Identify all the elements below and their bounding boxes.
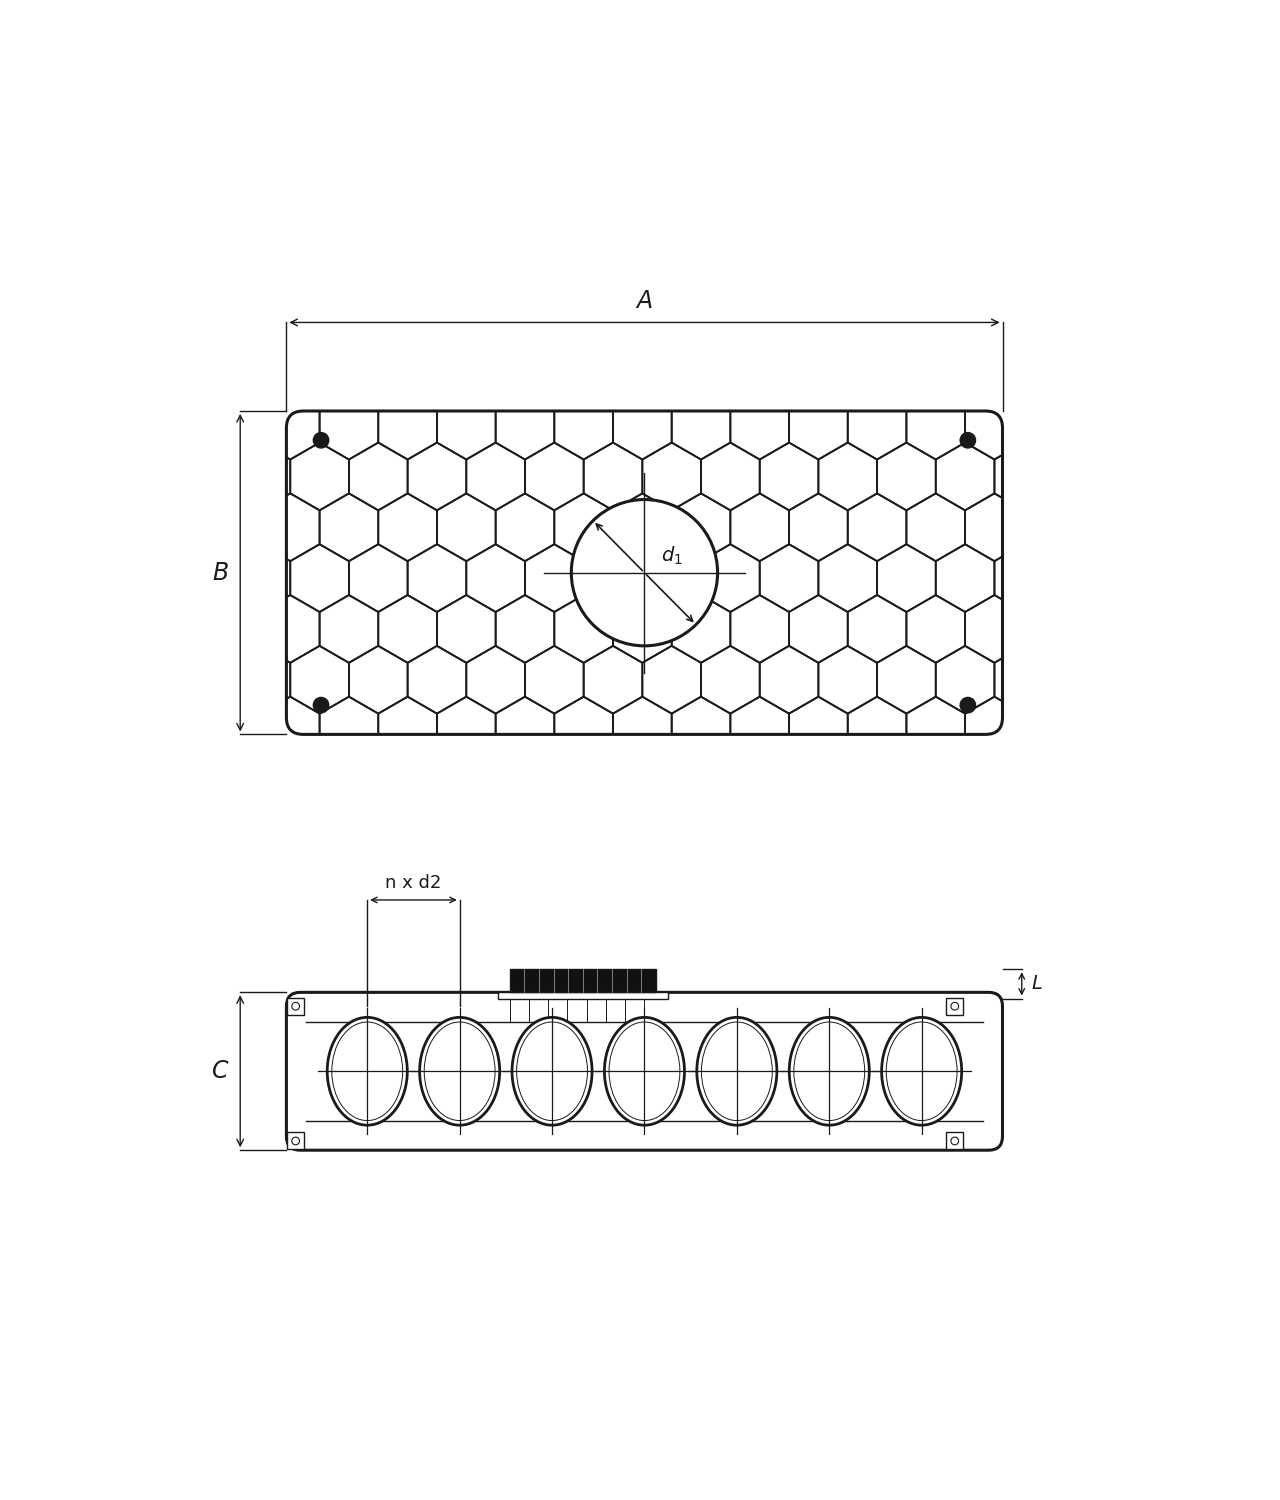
Circle shape xyxy=(951,1002,959,1010)
Circle shape xyxy=(292,1137,300,1144)
Bar xyxy=(946,998,964,1014)
Ellipse shape xyxy=(882,1017,961,1125)
Ellipse shape xyxy=(790,1017,869,1125)
Bar xyxy=(498,992,668,999)
Circle shape xyxy=(960,698,975,712)
Circle shape xyxy=(571,500,718,646)
FancyBboxPatch shape xyxy=(287,411,1002,735)
Circle shape xyxy=(314,698,329,712)
Text: A: A xyxy=(636,290,653,314)
Circle shape xyxy=(314,432,329,448)
Text: L: L xyxy=(1030,975,1042,993)
Ellipse shape xyxy=(512,1017,593,1125)
Bar xyxy=(287,998,305,1014)
FancyBboxPatch shape xyxy=(287,993,1002,1150)
Bar xyxy=(509,969,657,993)
Ellipse shape xyxy=(420,1017,499,1125)
Circle shape xyxy=(292,1002,300,1010)
Text: $d_1$: $d_1$ xyxy=(662,544,684,567)
Bar xyxy=(287,1132,305,1149)
Text: C: C xyxy=(212,1059,229,1083)
Text: n x d2: n x d2 xyxy=(385,874,442,892)
Circle shape xyxy=(951,1137,959,1144)
Ellipse shape xyxy=(328,1017,407,1125)
Ellipse shape xyxy=(696,1017,777,1125)
Circle shape xyxy=(960,432,975,448)
Ellipse shape xyxy=(604,1017,685,1125)
Bar xyxy=(946,1132,964,1149)
Text: B: B xyxy=(212,561,229,585)
